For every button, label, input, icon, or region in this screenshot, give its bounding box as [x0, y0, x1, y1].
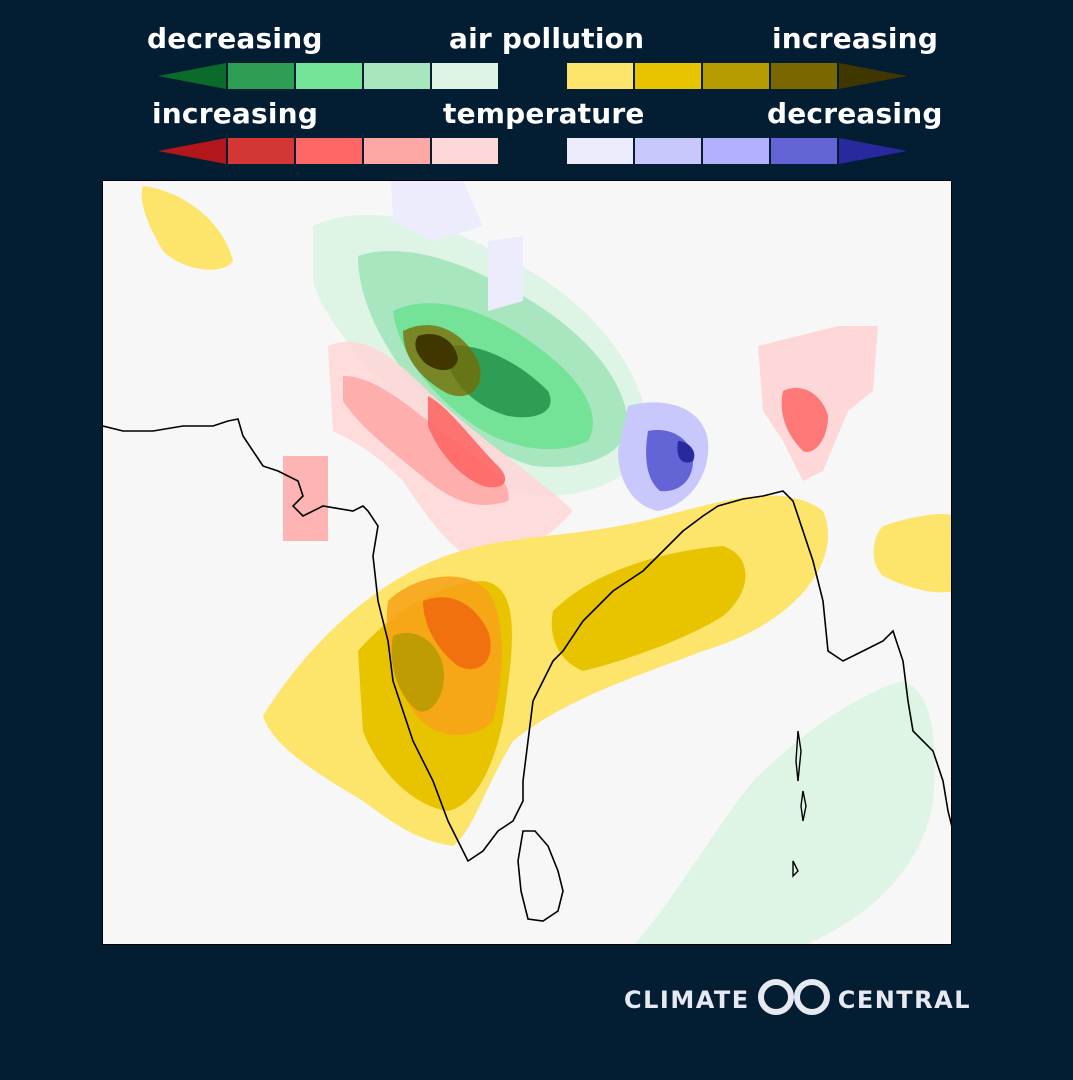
- temperature-decrease-north-2: [488, 236, 523, 311]
- pollution-increasing-label: increasing: [772, 22, 939, 55]
- pollution-increase-overlap-darkest: [415, 333, 458, 371]
- pollution-increase-region-light: [263, 495, 828, 846]
- temperature-increasing-swatch: [228, 138, 294, 164]
- temperature-increase-east-core: [781, 387, 828, 452]
- pollution-increasing-swatch: [567, 63, 633, 89]
- temperature-increasing-arrow: [158, 138, 226, 164]
- logo-word-right: CENTRAL: [837, 986, 972, 1014]
- temperature-decrease-north: [391, 181, 483, 241]
- pollution-increasing-arrow: [839, 63, 907, 89]
- temperature-increasing-swatch: [364, 138, 430, 164]
- pollution-decreasing-swatch: [364, 63, 430, 89]
- temperature-decreasing-swatch: [567, 138, 633, 164]
- pollution-increase-east-edge: [873, 514, 951, 593]
- temperature-increase-west-block: [283, 456, 328, 541]
- coastline-india: [103, 418, 951, 863]
- pollution-decreasing-swatch: [228, 63, 294, 89]
- climate-central-logo: CLIMATE CENTRAL: [624, 979, 972, 1018]
- temperature-decreasing-arrow: [839, 138, 907, 164]
- pollution-decreasing-swatch: [432, 63, 498, 89]
- temperature-decreasing-scale: [567, 138, 912, 165]
- pollution-decreasing-label: decreasing: [147, 22, 323, 55]
- pollution-increase-orange-dark: [423, 597, 491, 670]
- logo-word-left: CLIMATE: [624, 986, 750, 1014]
- temperature-increasing-swatch: [432, 138, 498, 164]
- map-canvas: [103, 181, 951, 944]
- temperature-decreasing-label: decreasing: [767, 97, 943, 130]
- pollution-increase-northwest: [141, 186, 233, 270]
- pollution-decreasing-arrow: [158, 63, 226, 89]
- pollution-increase-region-2b: [551, 546, 746, 671]
- pollution-increasing-swatch: [703, 63, 769, 89]
- temperature-increase-region-3: [428, 396, 506, 488]
- pollution-decreasing-swatch: [296, 63, 362, 89]
- temperature-decrease-region-3: [677, 441, 695, 463]
- pollution-increase-olive: [391, 632, 444, 712]
- pollution-decrease-southeast: [634, 681, 935, 944]
- pollution-title-label: air pollution: [449, 22, 645, 55]
- temperature-increasing-swatch: [296, 138, 362, 164]
- temperature-decreasing-swatch: [635, 138, 701, 164]
- pollution-increasing-scale: [567, 63, 912, 90]
- pollution-increasing-swatch: [771, 63, 837, 89]
- coastline-andaman: [792, 730, 807, 878]
- temperature-title-label: temperature: [443, 97, 645, 130]
- coastline-srilanka: [517, 830, 564, 922]
- pollution-decreasing-scale: [158, 63, 500, 90]
- temperature-increasing-scale: [158, 138, 500, 165]
- map-panel: [102, 180, 952, 945]
- logo-rings-icon: [756, 978, 832, 1022]
- temperature-decreasing-swatch: [771, 138, 837, 164]
- temperature-decreasing-swatch: [703, 138, 769, 164]
- pollution-increasing-swatch: [635, 63, 701, 89]
- temperature-increasing-label: increasing: [152, 97, 319, 130]
